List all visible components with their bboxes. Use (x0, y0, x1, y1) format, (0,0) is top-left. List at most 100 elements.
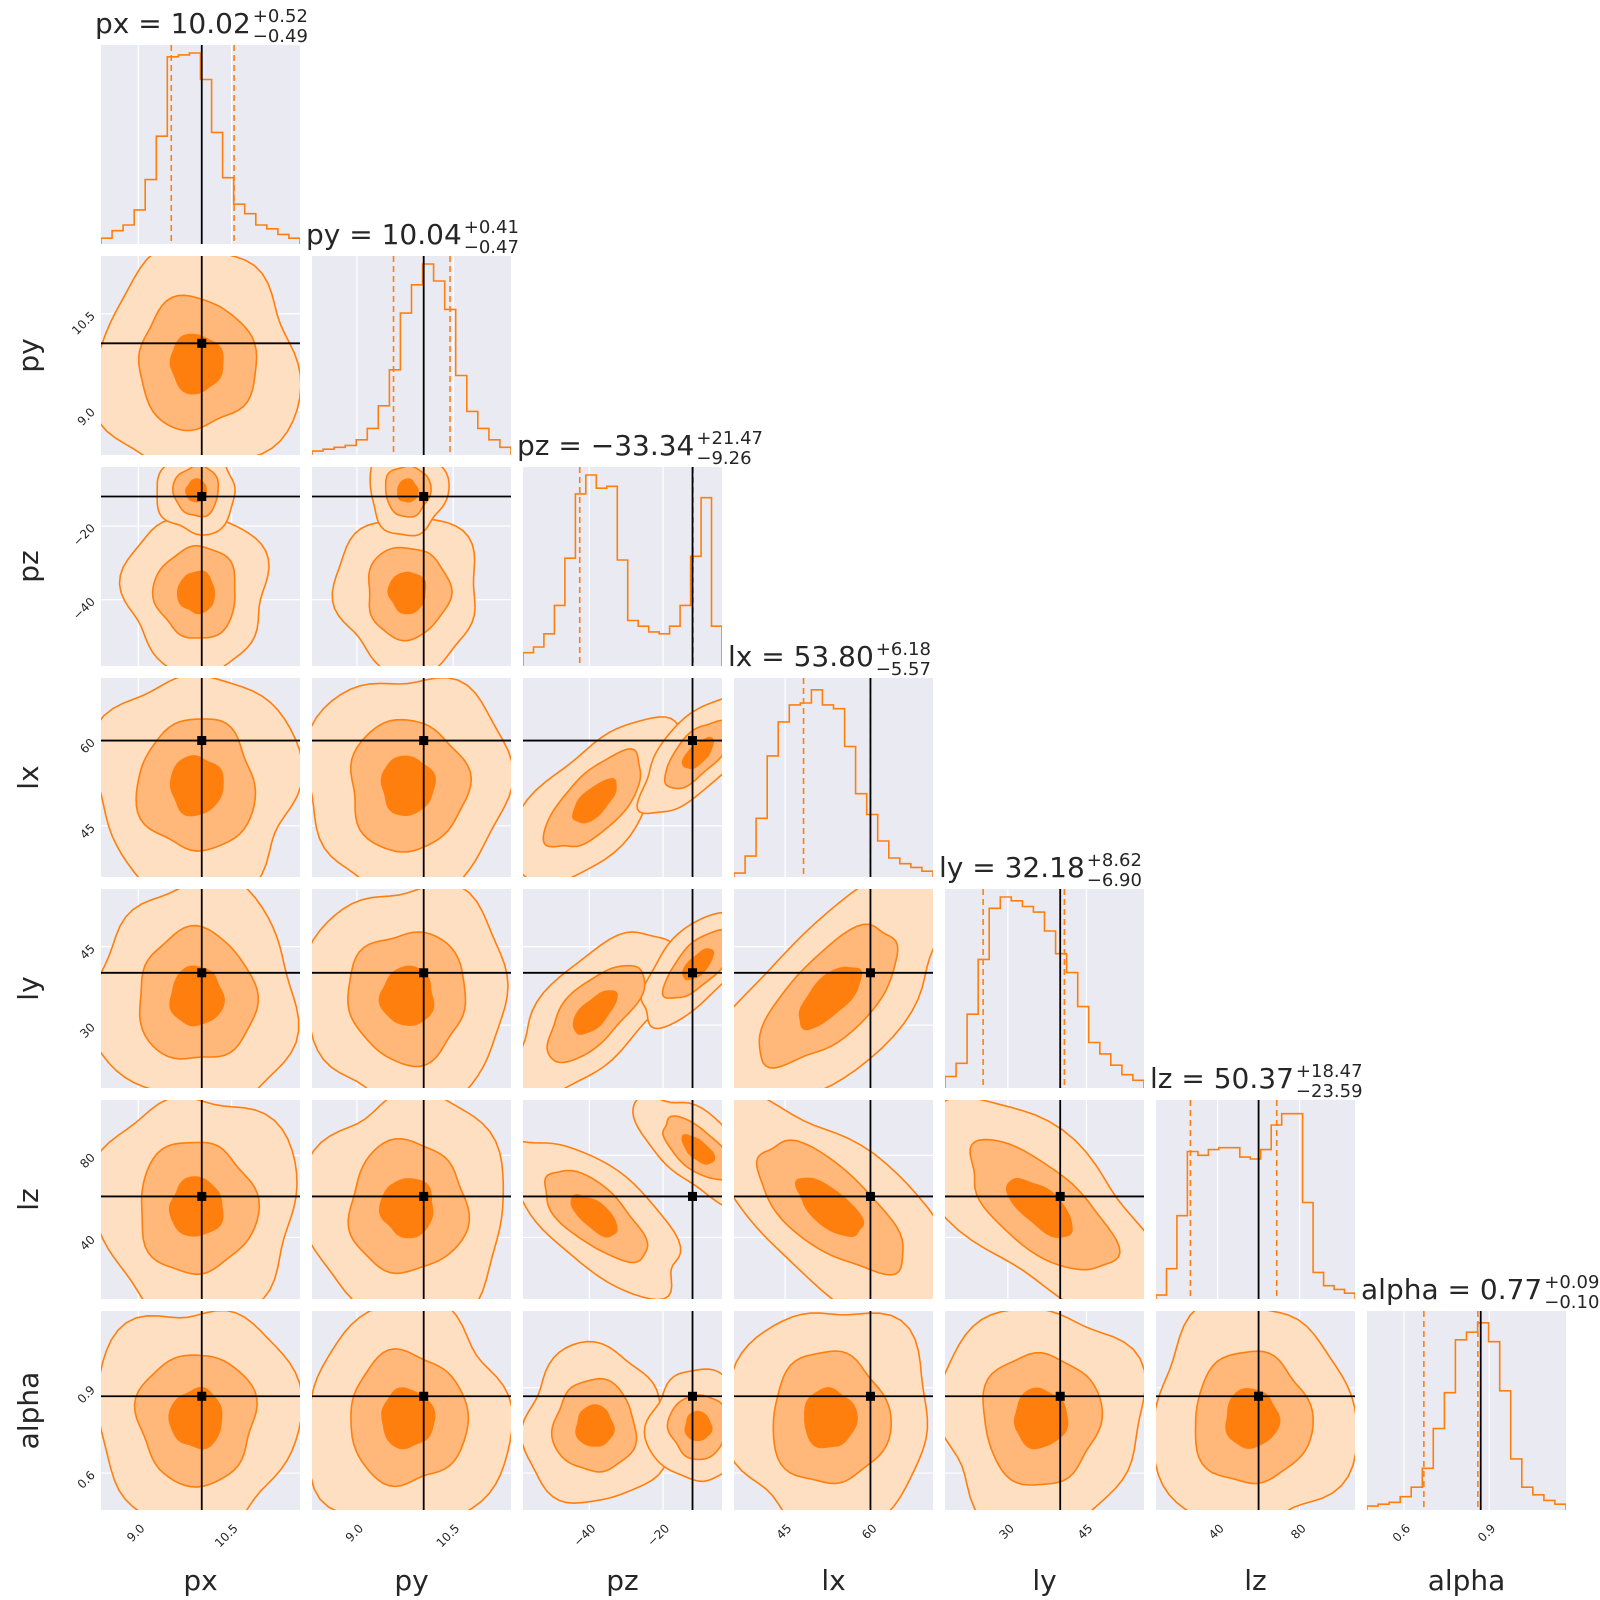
panel-ly-vs-lx (734, 889, 933, 1088)
panel-px-vs-px (101, 45, 300, 244)
title-upper-error: +18.47 (1296, 1061, 1363, 1082)
x-tick-label: 80 (1288, 1521, 1309, 1542)
contour-level-3 (804, 1387, 858, 1449)
panel-background (1156, 1100, 1355, 1299)
y-tick-label: 60 (77, 736, 98, 757)
contour-level-3 (1005, 1177, 1073, 1239)
x-tick-label: −20 (644, 1521, 672, 1549)
y-tick-label: 40 (77, 1233, 98, 1254)
title-main: ly = 32.18 (939, 851, 1085, 884)
contour-level-3 (387, 571, 427, 615)
title-main: pz = −33.34 (517, 429, 694, 462)
truth-marker (419, 736, 429, 746)
x-tick-label: 9.0 (343, 1521, 366, 1544)
contour-level-3 (571, 777, 617, 824)
panel-lz-vs-px (101, 1100, 300, 1299)
truth-marker (419, 1391, 429, 1401)
panel-pz-vs-py (312, 467, 511, 666)
title-lz: lz = 50.37 +18.47−23.59 (1150, 1061, 1363, 1102)
x-tick-label: 45 (774, 1521, 795, 1542)
panel-background (523, 467, 722, 666)
panel-alpha-vs-alpha (1367, 1311, 1566, 1510)
title-lower-error: −9.26 (696, 448, 751, 469)
panel-ly-vs-pz (523, 889, 722, 1088)
title-lower-error: −23.59 (1296, 1081, 1363, 1102)
histogram-step (101, 52, 300, 244)
x-tick-label: 9.0 (124, 1521, 147, 1544)
title-px: px = 10.02 +0.52−0.49 (95, 6, 308, 47)
title-main: px = 10.02 (95, 7, 251, 40)
truth-marker (197, 338, 207, 348)
panel-py-vs-py (312, 256, 511, 455)
panel-ly-vs-py (312, 889, 511, 1088)
title-lower-error: −0.47 (464, 237, 519, 258)
histogram-step (312, 263, 511, 455)
y-tick-label: 80 (77, 1150, 98, 1171)
truth-marker (197, 491, 207, 501)
truth-marker (1055, 1191, 1065, 1201)
truth-marker (1055, 1391, 1065, 1401)
title-main: lz = 50.37 (1150, 1062, 1294, 1095)
truth-marker (197, 968, 207, 978)
x-tick-label: 30 (996, 1521, 1017, 1542)
x-axis-label-px: px (183, 1564, 217, 1597)
title-py: py = 10.04 +0.41−0.47 (306, 217, 519, 258)
panel-ly-vs-ly (945, 889, 1144, 1088)
contour-level-3 (168, 1176, 224, 1237)
contour-level-3 (798, 966, 863, 1031)
truth-marker (419, 1191, 429, 1201)
y-tick-label: 45 (77, 942, 98, 963)
x-axis-label-py: py (394, 1564, 428, 1597)
contour-level-3 (176, 570, 216, 615)
panel-lz-vs-py (312, 1100, 511, 1299)
title-lower-error: −0.10 (1544, 1292, 1599, 1313)
panel-alpha-vs-px (101, 1311, 300, 1510)
x-tick-label: 60 (859, 1521, 880, 1542)
histogram-step (523, 474, 722, 666)
y-axis-label-ly: ly (12, 976, 45, 1000)
panel-alpha-vs-pz (523, 1311, 722, 1510)
title-upper-error: +21.47 (696, 428, 763, 449)
contour-level-3 (681, 1134, 716, 1165)
panel-alpha-vs-lz (1156, 1311, 1355, 1510)
x-axis-label-pz: pz (606, 1564, 638, 1597)
title-alpha: alpha = 0.77 +0.09−0.10 (1361, 1272, 1599, 1313)
title-main: py = 10.04 (306, 218, 462, 251)
panel-lz-vs-lx (734, 1100, 933, 1299)
contour-level-3 (794, 1177, 865, 1238)
panel-lz-vs-ly (945, 1100, 1144, 1299)
x-tick-label: 45 (1075, 1521, 1096, 1542)
x-tick-label: 0.9 (1475, 1521, 1498, 1544)
panel-lx-vs-py (312, 678, 511, 877)
title-lower-error: −6.90 (1087, 870, 1142, 891)
histogram-step (734, 689, 933, 877)
panel-alpha-vs-ly (945, 1311, 1144, 1510)
truth-marker (865, 1191, 875, 1201)
y-tick-label: 0.9 (75, 1383, 98, 1406)
panel-background (1367, 1311, 1566, 1510)
y-axis-label-lz: lz (12, 1188, 45, 1210)
y-tick-label: −20 (70, 521, 98, 549)
truth-marker (688, 1191, 698, 1201)
contour-level-3 (169, 965, 225, 1027)
contour-level-3 (380, 755, 436, 817)
truth-marker (419, 968, 429, 978)
title-upper-error: +0.52 (253, 6, 308, 27)
y-tick-label: 30 (77, 1020, 98, 1041)
contour-level-3 (1225, 1387, 1281, 1449)
panel-lx-vs-px (101, 678, 300, 877)
contour-level-3 (168, 1386, 223, 1450)
x-tick-label: 0.6 (1390, 1521, 1413, 1544)
truth-marker (688, 1391, 698, 1401)
truth-marker (1254, 1391, 1264, 1401)
y-axis-label-alpha: alpha (12, 1372, 45, 1450)
histogram-step (1156, 1112, 1355, 1299)
title-lower-error: −0.49 (253, 26, 308, 47)
title-main: alpha = 0.77 (1361, 1273, 1542, 1306)
panel-pz-vs-pz (523, 467, 722, 666)
panel-alpha-vs-lx (734, 1311, 933, 1510)
x-tick-label: 10.5 (434, 1521, 463, 1550)
title-lx: lx = 53.80 +6.18−5.57 (728, 639, 931, 680)
title-main: lx = 53.80 (728, 640, 874, 673)
